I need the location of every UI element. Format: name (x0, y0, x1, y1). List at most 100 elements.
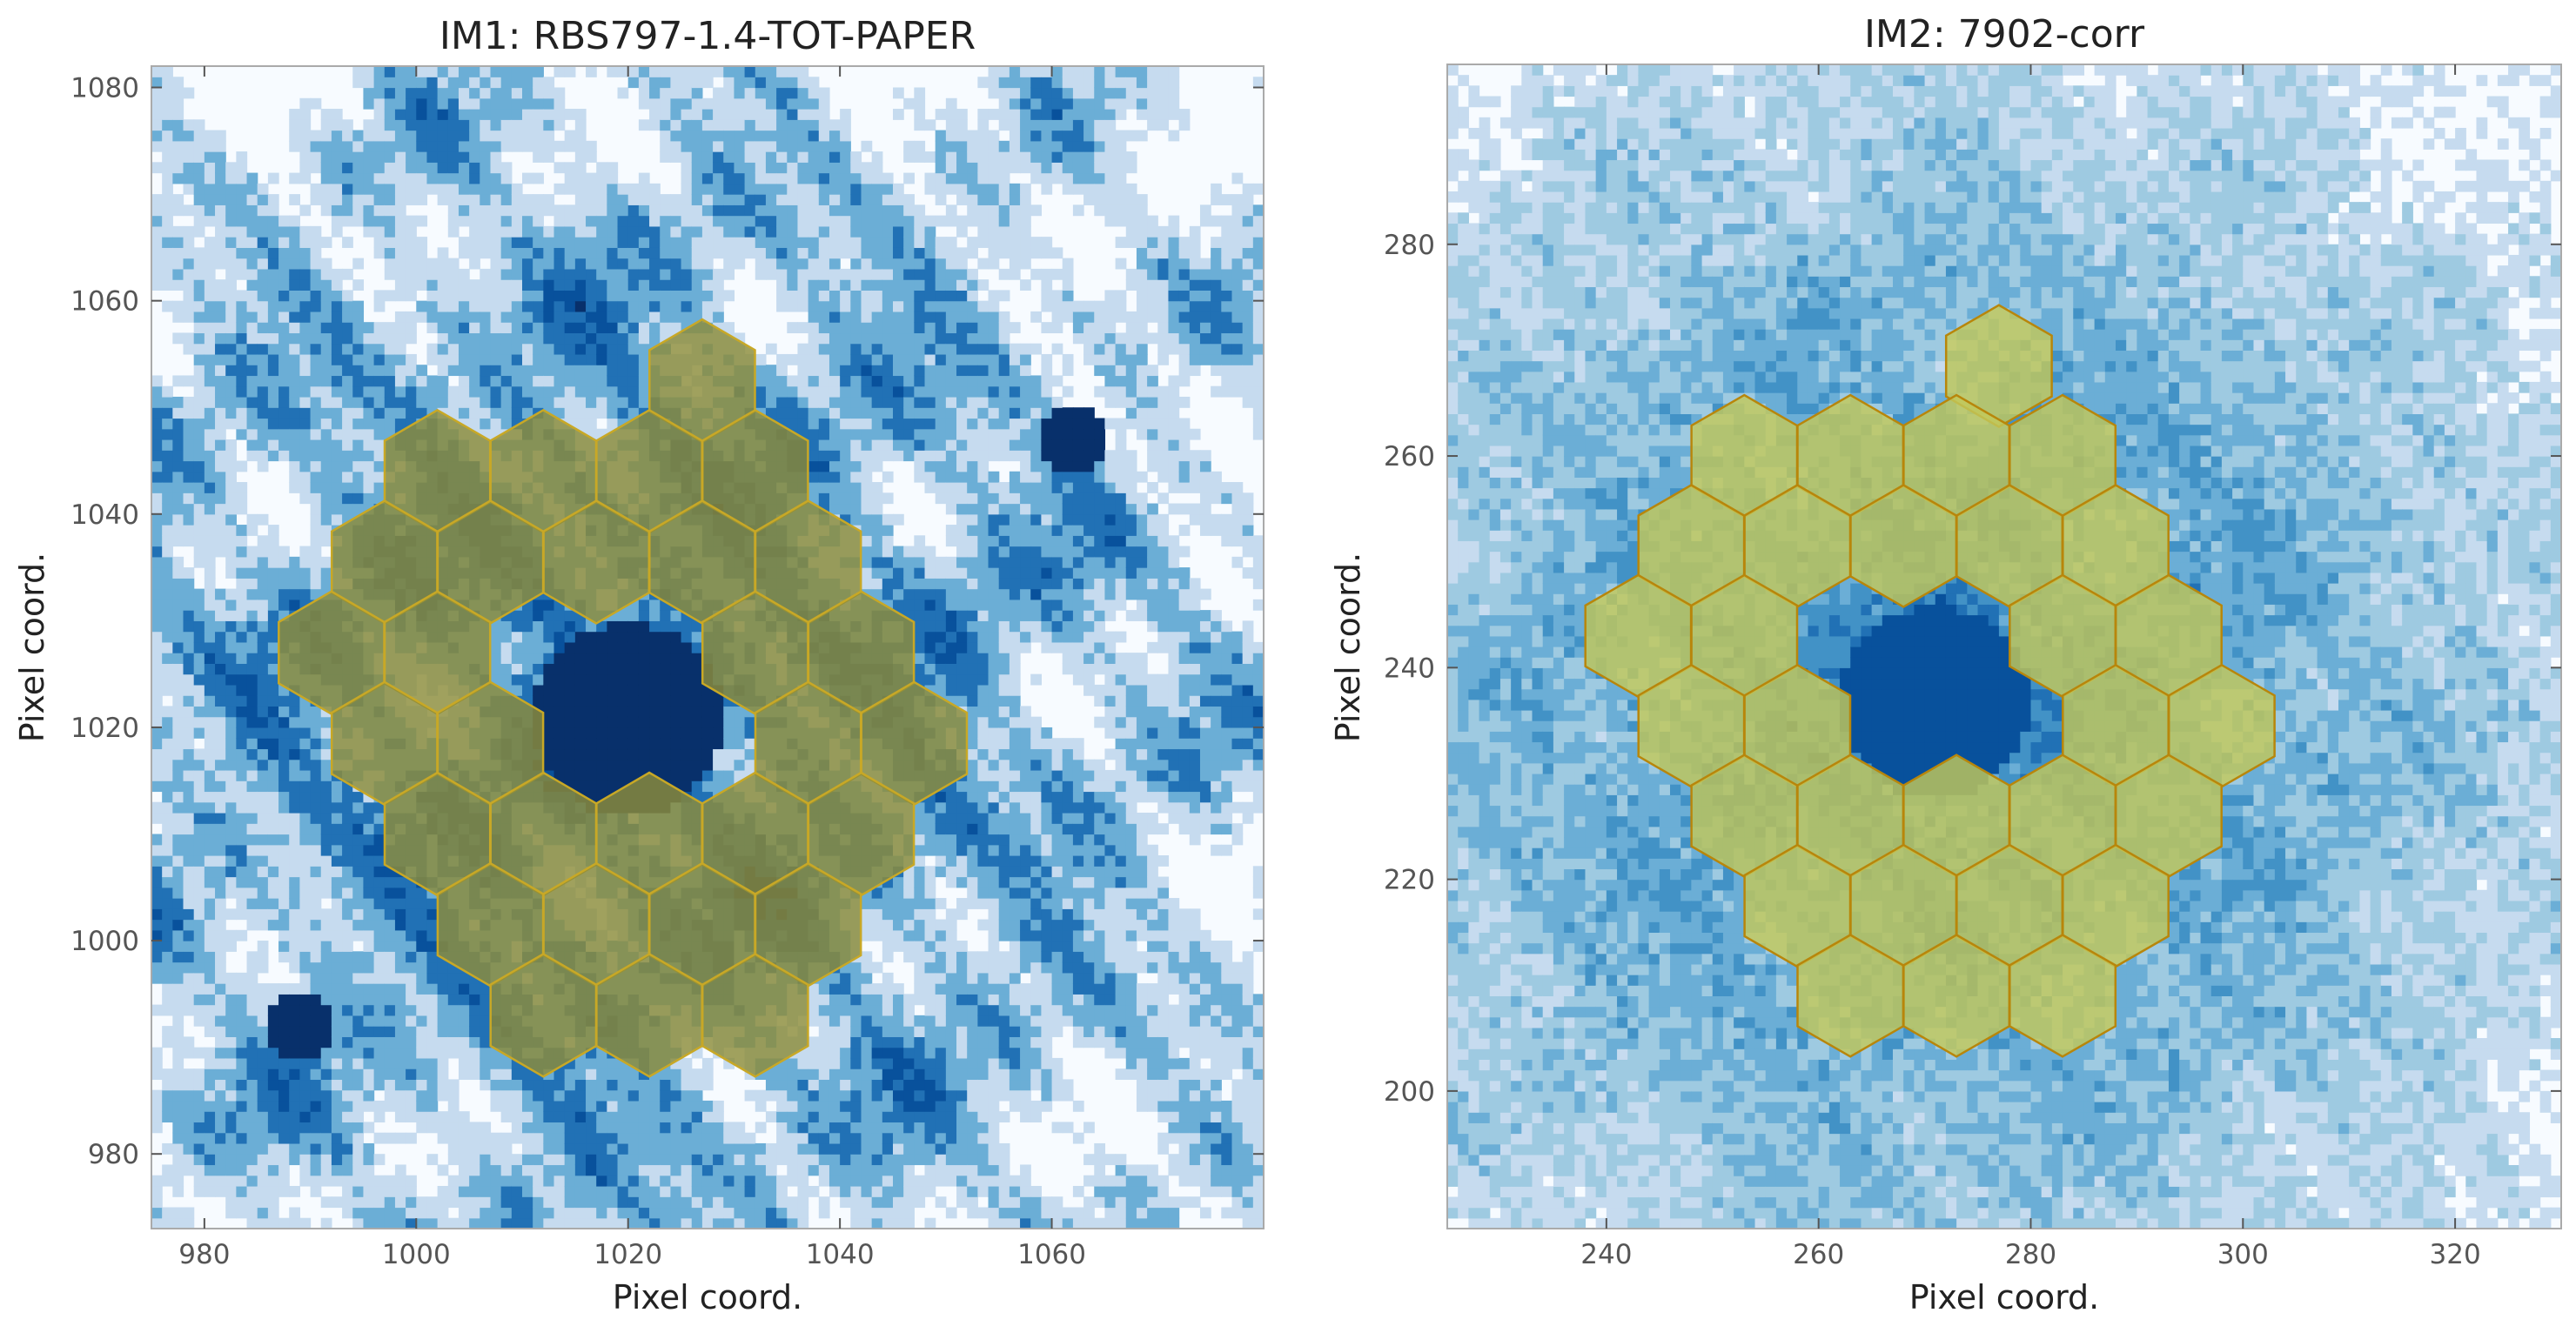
heatmap-cell (236, 332, 248, 345)
heatmap-cell (500, 1196, 513, 1209)
heatmap-cell (310, 727, 322, 739)
heatmap-cell (352, 1164, 365, 1176)
heatmap-cell (480, 109, 492, 120)
heatmap-cell (172, 247, 184, 259)
heatmap-cell (320, 567, 332, 579)
heatmap-cell (533, 599, 544, 611)
heatmap-cell (522, 1079, 533, 1091)
heatmap-cell (352, 460, 365, 472)
heatmap-cell (670, 1122, 682, 1134)
heatmap-cell (586, 343, 597, 355)
heatmap-cell (416, 1057, 428, 1069)
heatmap-cell (299, 1164, 312, 1176)
heatmap-cell (574, 727, 587, 739)
heatmap-cell (331, 961, 343, 974)
heatmap-cell (670, 87, 682, 99)
heatmap-cell (660, 1175, 671, 1187)
heatmap-cell (458, 1047, 470, 1059)
heatmap-cell (193, 706, 205, 718)
heatmap-cell (500, 1217, 513, 1229)
heatmap-cell (384, 908, 396, 921)
heatmap-cell (320, 1026, 332, 1037)
heatmap-cell (543, 684, 555, 696)
heatmap-cell (331, 471, 343, 483)
heatmap-cell (257, 876, 269, 888)
heatmap-cell (533, 610, 544, 621)
heatmap-cell (310, 780, 322, 793)
heatmap-cell (649, 620, 661, 633)
heatmap-cell (278, 1089, 290, 1102)
heatmap-cell (331, 183, 343, 195)
heatmap-cell (617, 1175, 629, 1187)
heatmap-cell (406, 311, 417, 323)
heatmap-cell (236, 716, 248, 728)
heatmap-cell (289, 1142, 300, 1155)
heatmap-cell (172, 684, 184, 696)
heatmap-cell (278, 1004, 290, 1016)
heatmap-cell (162, 428, 173, 440)
heatmap-cell (162, 653, 173, 664)
heatmap-cell (267, 1132, 279, 1144)
heatmap-cell (151, 961, 163, 974)
heatmap-cell (394, 225, 406, 238)
heatmap-cell (331, 1111, 343, 1123)
heatmap-cell (406, 119, 417, 131)
heatmap-cell (564, 300, 576, 312)
heatmap-cell (204, 418, 216, 430)
heatmap-cell (151, 525, 163, 536)
heatmap-cell (278, 919, 290, 931)
heatmap-cell (500, 631, 513, 643)
heatmap-cell (225, 247, 237, 259)
heatmap-cell (320, 1142, 332, 1155)
heatmap-cell (373, 1057, 386, 1069)
heatmap-cell (267, 343, 279, 355)
heatmap-cell (331, 1100, 343, 1112)
heatmap-cell (310, 961, 322, 974)
heatmap-cell (267, 1015, 279, 1027)
heatmap-cell (416, 908, 428, 921)
heatmap-cell (225, 567, 237, 579)
heatmap-cell (511, 673, 523, 686)
heatmap-cell (342, 130, 353, 142)
heatmap-cell (215, 513, 226, 526)
heatmap-cell (193, 812, 205, 824)
heatmap-cell (278, 1015, 290, 1027)
heatmap-cell (533, 332, 544, 345)
heatmap-cell (574, 1079, 587, 1091)
heatmap-cell (172, 866, 184, 878)
heatmap-cell (215, 620, 226, 633)
heatmap-cell (627, 706, 640, 718)
heatmap-cell (607, 1089, 619, 1102)
heatmap-cell (373, 450, 386, 462)
heatmap-cell (278, 1079, 290, 1091)
heatmap-cell (352, 77, 365, 89)
heatmap-cell (638, 385, 650, 398)
heatmap-cell (267, 908, 279, 921)
heatmap-cell (416, 66, 428, 77)
heatmap-cell (193, 546, 205, 558)
heatmap-cell (500, 311, 513, 323)
heatmap-cell (480, 151, 492, 163)
heatmap-cell (458, 994, 470, 1006)
heatmap-cell (183, 663, 195, 675)
heatmap-cell (299, 1122, 312, 1134)
heatmap-cell (225, 290, 237, 302)
heatmap-cell (151, 641, 163, 653)
heatmap-cell (447, 1111, 460, 1123)
heatmap-cell (320, 855, 332, 867)
heatmap-cell (416, 972, 428, 984)
heatmap-cell (458, 1142, 470, 1155)
heatmap-cell (278, 343, 290, 355)
heatmap-cell (215, 941, 226, 952)
heatmap-cell (331, 513, 343, 526)
heatmap-cell (426, 66, 439, 77)
heatmap-cell (225, 994, 237, 1006)
heatmap-cell (406, 109, 417, 120)
heatmap-cell (299, 546, 312, 558)
heatmap-cell (586, 759, 597, 771)
heatmap-cell (437, 1057, 449, 1069)
heatmap-cell (500, 663, 513, 675)
heatmap-cell (373, 941, 386, 952)
heatmap-cell (236, 578, 248, 590)
heatmap-cell (564, 1154, 576, 1166)
